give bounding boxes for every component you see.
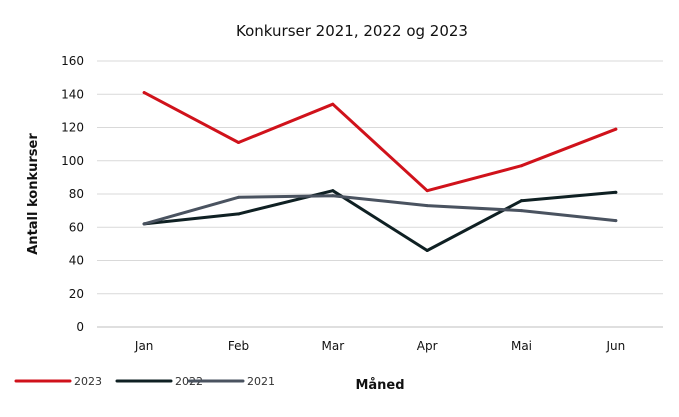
x-axis-title: Måned (355, 378, 404, 393)
data-point-2022 (425, 249, 429, 253)
chart-title: Konkurser 2021, 2022 og 2023 (236, 22, 468, 40)
series-line-2021 (142, 194, 618, 226)
data-point-2023 (614, 127, 618, 131)
gridlines (97, 60, 663, 328)
data-point-2021 (614, 219, 618, 223)
y-axis-ticks: 0 20 40 60 80 100 120 140 160 (61, 54, 84, 334)
data-point-2023 (425, 189, 429, 193)
data-point-2021 (331, 194, 335, 198)
series-line-2022 (142, 189, 618, 252)
x-tick-label: Jun (605, 339, 625, 353)
data-point-2023 (142, 91, 146, 95)
x-axis-ticks: Jan Feb Mar Apr Mai Jun (134, 339, 625, 353)
data-point-2022 (520, 199, 523, 203)
y-tick-label: 60 (69, 220, 84, 234)
y-tick-label: 40 (69, 254, 84, 268)
y-tick-label: 160 (61, 54, 84, 68)
y-axis-title: Antall konkurser (26, 133, 41, 255)
legend: 202320222021 (14, 375, 275, 388)
y-tick-label: 80 (69, 187, 84, 201)
data-point-2021 (142, 222, 146, 226)
x-tick-label: Mar (322, 339, 345, 353)
y-tick-label: 100 (61, 154, 84, 168)
data-point-2021 (237, 195, 240, 199)
data-point-2022 (331, 189, 335, 193)
x-tick-label: Mai (511, 339, 532, 353)
y-tick-label: 20 (69, 287, 84, 301)
data-point-2023 (331, 102, 335, 106)
y-tick-label: 0 (76, 320, 84, 334)
y-tick-label: 140 (61, 87, 84, 101)
x-tick-label: Apr (417, 339, 438, 353)
series-lines (142, 91, 618, 253)
data-point-2023 (237, 140, 240, 144)
data-point-2022 (614, 190, 618, 194)
data-point-2023 (520, 164, 523, 168)
y-tick-label: 120 (61, 121, 84, 135)
legend-label-2021: 2021 (247, 375, 275, 388)
x-tick-label: Feb (228, 339, 249, 353)
series-line-2023 (142, 91, 618, 193)
data-point-2021 (520, 209, 523, 213)
data-point-2021 (425, 204, 429, 208)
data-point-2022 (237, 212, 240, 216)
legend-label-2023: 2023 (74, 375, 102, 388)
x-tick-label: Jan (134, 339, 154, 353)
